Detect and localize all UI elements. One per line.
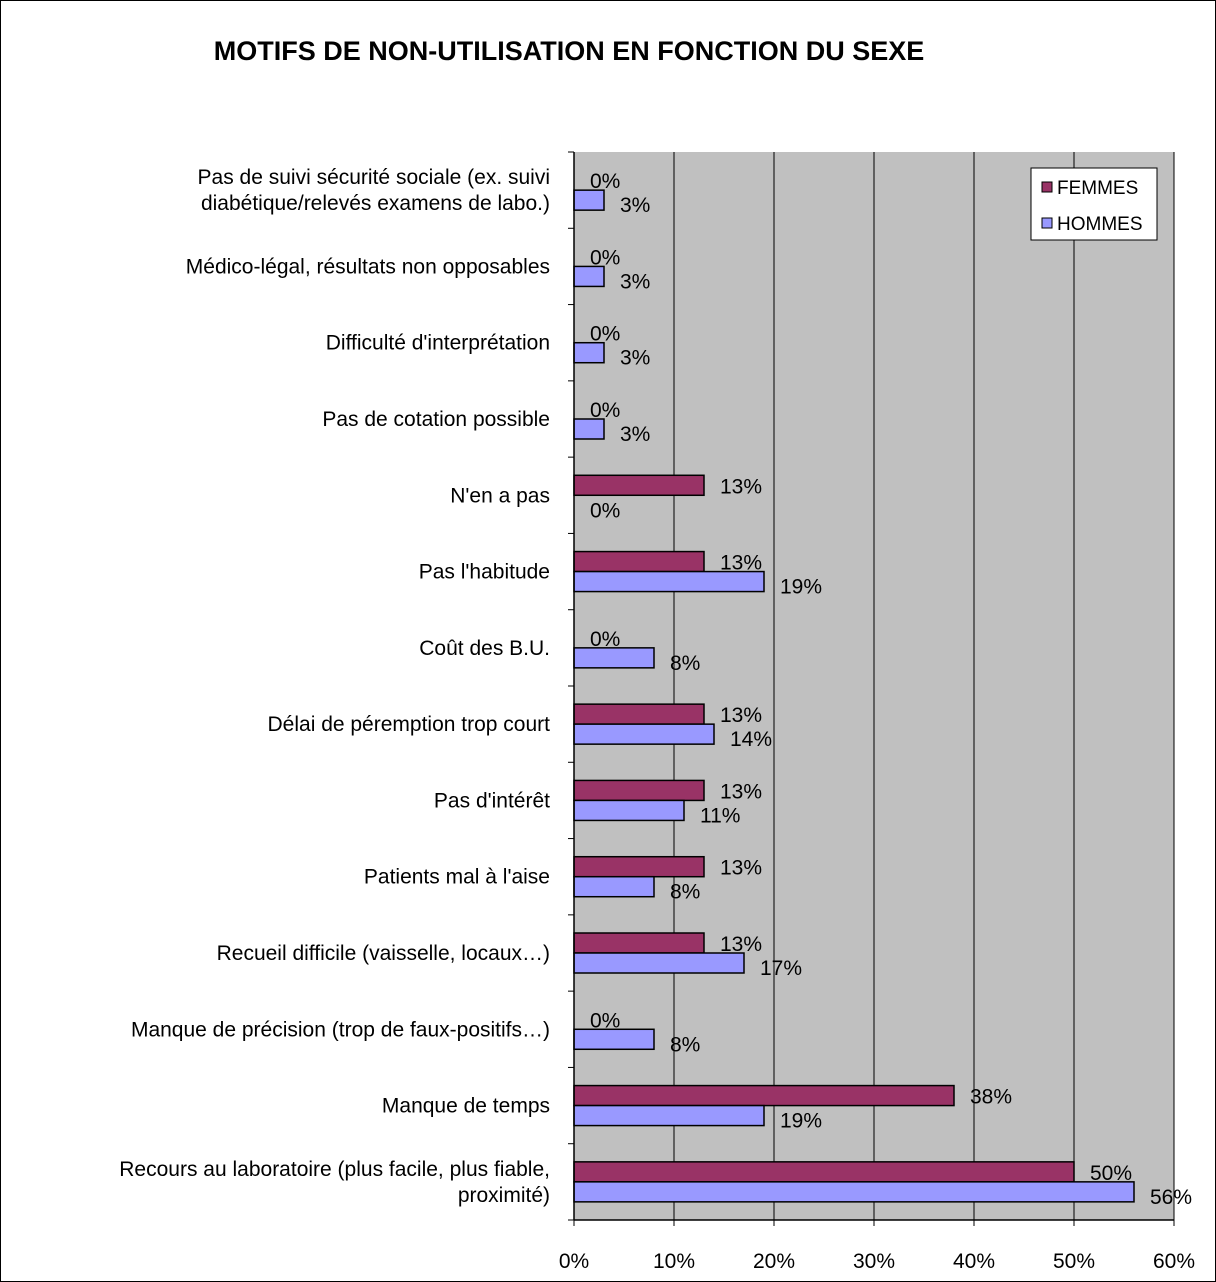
bars [573,189,1135,1203]
category-label: Recueil difficile (vaisselle, locaux…) [217,942,550,965]
bar-hommes [573,799,685,822]
data-label-femmes: 13% [720,780,762,803]
category-label: Pas l'habitude [419,561,550,584]
category-label: Pas de suivi sécurité sociale (ex. suivi [198,166,550,189]
bar-hommes [573,723,715,745]
data-label-hommes: 11% [700,804,740,827]
data-label-femmes: 13% [720,475,762,498]
data-label-hommes: 3% [620,423,650,446]
category-labels: Pas de suivi sécurité sociale (ex. suivi… [119,166,550,1207]
x-tick-label: 30% [853,1250,895,1273]
data-label-femmes: 13% [720,933,762,956]
category-label: diabétique/relevés examens de labo.) [201,192,550,215]
data-label-hommes: 3% [620,347,650,370]
legend-label-hommes: HOMMES [1057,214,1143,235]
data-label-hommes: 8% [670,652,700,675]
category-label: Médico-légal, résultats non opposables [186,255,550,278]
data-label-hommes: 19% [780,1110,822,1133]
x-tick-label: 0% [559,1250,589,1273]
bar-femmes [573,779,705,802]
bar-femmes [573,932,705,954]
data-label-femmes: 0% [590,246,620,269]
bar-hommes [573,1181,1135,1203]
data-label-femmes: 50% [1090,1162,1132,1185]
bar-femmes [573,1161,1075,1183]
bar-hommes [573,1104,765,1127]
legend-swatch-hommes [1041,217,1053,229]
bar-hommes [573,952,745,974]
x-tick-label: 10% [653,1250,695,1273]
bar-hommes [573,418,605,440]
bar-femmes [573,474,705,497]
data-labels: 0%3%0%3%0%3%0%3%13%0%13%19%0%8%13%14%13%… [590,170,1192,1209]
chart-title: MOTIFS DE NON-UTILISATION EN FONCTION DU… [214,36,925,66]
data-label-hommes: 17% [760,957,802,980]
legend: FEMMES HOMMES [1030,167,1158,241]
data-label-femmes: 13% [720,704,762,727]
data-label-femmes: 13% [720,857,762,880]
legend-swatch-femmes [1041,181,1053,193]
data-label-hommes: 3% [620,194,650,217]
data-label-femmes: 0% [590,399,620,422]
data-label-femmes: 0% [590,1009,620,1032]
data-label-hommes: 19% [780,576,822,599]
category-label: proximité) [458,1184,550,1207]
data-label-femmes: 0% [590,170,620,193]
data-label-hommes: 56% [1150,1186,1192,1209]
category-label: Patients mal à l'aise [364,866,550,889]
data-label-hommes: 0% [590,499,620,522]
axes: 0% 10% 20% 30% 40% 50% 60% [559,151,1195,1273]
category-label: Manque de temps [382,1095,550,1118]
data-label-femmes: 38% [970,1086,1012,1109]
bar-femmes [573,855,705,878]
bar-femmes [573,703,705,725]
category-label: Pas d'intérêt [434,789,550,812]
category-label: Délai de péremption trop court [268,713,551,736]
x-tick-label: 40% [953,1250,995,1273]
category-label: N'en a pas [450,484,550,507]
data-label-hommes: 3% [620,270,650,293]
data-label-femmes: 0% [590,628,620,651]
category-label: Difficulté d'interprétation [326,332,550,355]
legend-label-femmes: FEMMES [1057,178,1138,199]
data-label-femmes: 13% [720,552,762,575]
data-label-femmes: 0% [590,323,620,346]
bar-hommes [573,875,655,898]
category-label: Coût des B.U. [419,637,550,660]
x-tick-label: 50% [1053,1250,1095,1273]
category-label: Pas de cotation possible [322,408,550,431]
data-label-hommes: 8% [670,1033,700,1056]
data-label-hommes: 8% [670,881,700,904]
data-label-hommes: 14% [730,728,772,751]
bar-femmes [573,1084,955,1107]
x-tick-label: 60% [1153,1250,1195,1273]
x-tick-label: 20% [753,1250,795,1273]
grid-lines [673,152,1175,1220]
category-label: Manque de précision (trop de faux-positi… [131,1018,550,1041]
category-label: Recours au laboratoire (plus facile, plu… [119,1158,550,1181]
bar-femmes [573,550,705,573]
